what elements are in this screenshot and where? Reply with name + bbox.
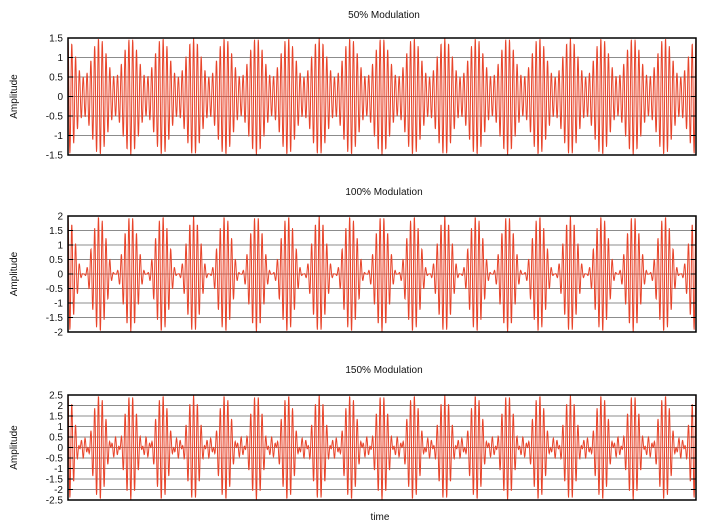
x-axis-label: time: [371, 512, 390, 523]
y-tick-label: 1: [57, 241, 63, 252]
y-tick-label: 0.5: [49, 433, 63, 444]
chart-title: 100% Modulation: [345, 187, 422, 198]
y-tick-label: 2.5: [49, 391, 63, 402]
plot-panel-3: -2.5-2-1.5-1-0.500.511.522.5 150% Modulat…: [9, 365, 697, 507]
y-tick-label: 0.5: [49, 73, 63, 84]
y-tick-label: -2: [54, 328, 63, 339]
y-tick-label: 0: [57, 270, 63, 281]
chart-title: 50% Modulation: [348, 10, 420, 21]
y-tick-label: -2: [54, 485, 63, 496]
y-tick-label: -0.5: [46, 112, 64, 123]
y-tick-label: 0.5: [49, 255, 63, 266]
chart-title: 150% Modulation: [345, 365, 422, 376]
y-tick-label: -1.5: [46, 151, 64, 162]
y-tick-label: -1: [54, 299, 63, 310]
y-tick-label: -1: [54, 464, 63, 475]
y-tick-label: -0.5: [46, 454, 64, 465]
y-tick-label: 2: [57, 401, 63, 412]
y-tick-label: 0: [57, 92, 63, 103]
y-tick-label: 0: [57, 443, 63, 454]
y-tick-label: -0.5: [46, 284, 64, 295]
y-tick-label: 2: [57, 212, 63, 223]
y-axis-label: Amplitude: [9, 74, 20, 119]
y-axis-label: Amplitude: [9, 425, 20, 470]
plot-panel-1: -1.5 -1 -0.5 0 0.5 1 1.5 50% Modulation Amplitud…: [9, 10, 697, 162]
y-tick-label: 1.5: [49, 226, 63, 237]
y-tick-label: -1: [54, 131, 63, 142]
y-tick-label: 1.5: [49, 412, 63, 423]
y-axis-label: Amplitude: [9, 251, 20, 296]
y-tick-label: -1.5: [46, 475, 64, 486]
plot-panel-2: -2 -1.5 -1 -0.5 0 0.5 1 1.5 2 100% Modulation Ampl…: [9, 187, 697, 339]
y-tick-label: 1: [57, 422, 63, 433]
y-tick-label: 1: [57, 53, 63, 64]
y-tick-label: -2.5: [46, 496, 64, 507]
y-tick-label: 1.5: [49, 34, 63, 45]
y-tick-label: -1.5: [46, 313, 64, 324]
